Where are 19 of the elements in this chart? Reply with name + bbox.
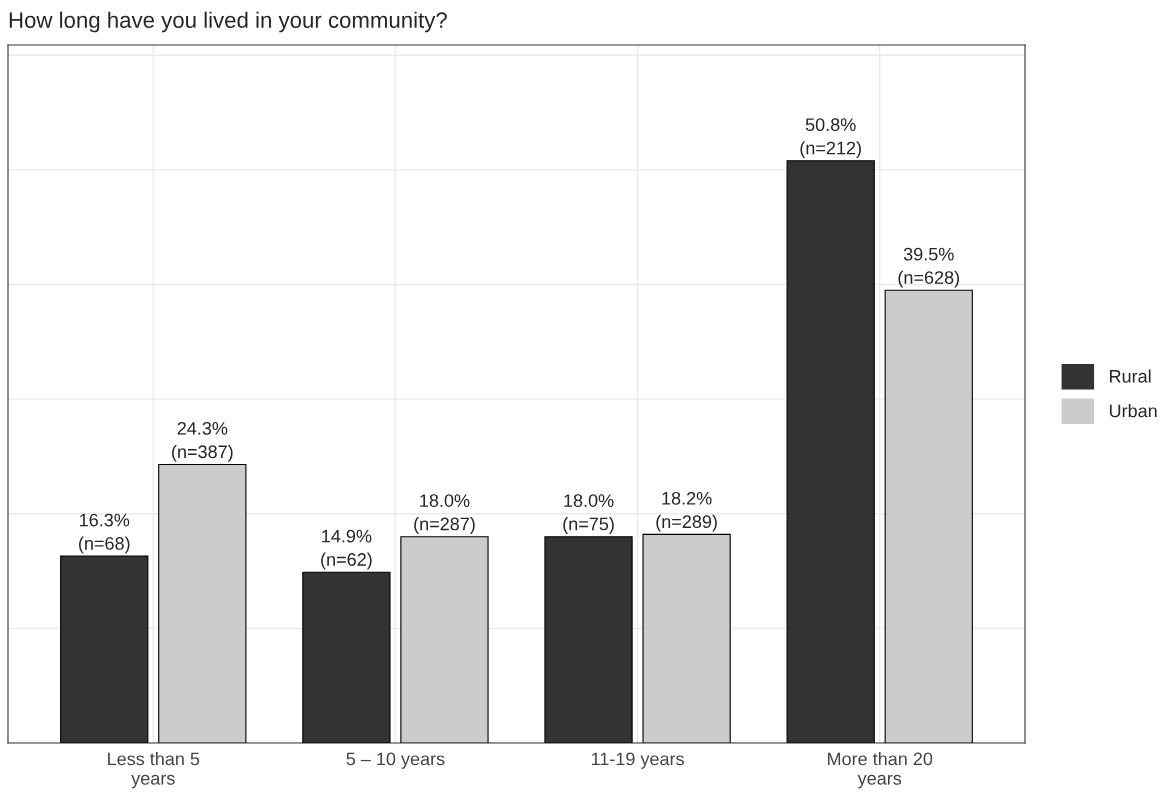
x-tick-label: 11-19 years: [591, 752, 684, 769]
x-tick-label: Less than 5 years: [108, 752, 200, 789]
bar: [884, 289, 973, 743]
legend-label: Rural: [1110, 369, 1151, 383]
bar: [642, 533, 731, 743]
legend-label: Urban: [1109, 404, 1157, 418]
bar: [400, 536, 489, 743]
data-label: 18.0% (n=75): [563, 494, 614, 534]
data-label: 39.5% (n=628): [898, 247, 959, 288]
data-label: 18.2% (n=289): [656, 491, 717, 532]
data-label: 16.3% (n=68): [79, 513, 130, 554]
data-label: 50.8% (n=212): [800, 118, 861, 158]
data-label: 14.9% (n=62): [321, 529, 372, 570]
data-label: 18.0% (n=287): [414, 494, 475, 534]
bar: [158, 463, 247, 743]
x-tick-label: 5 – 10 years: [346, 752, 445, 769]
x-tick-label: More than 20 years: [828, 752, 933, 789]
chart-title: How long have you lived in your community?: [9, 11, 447, 33]
data-label: 24.3% (n=387): [172, 421, 233, 462]
